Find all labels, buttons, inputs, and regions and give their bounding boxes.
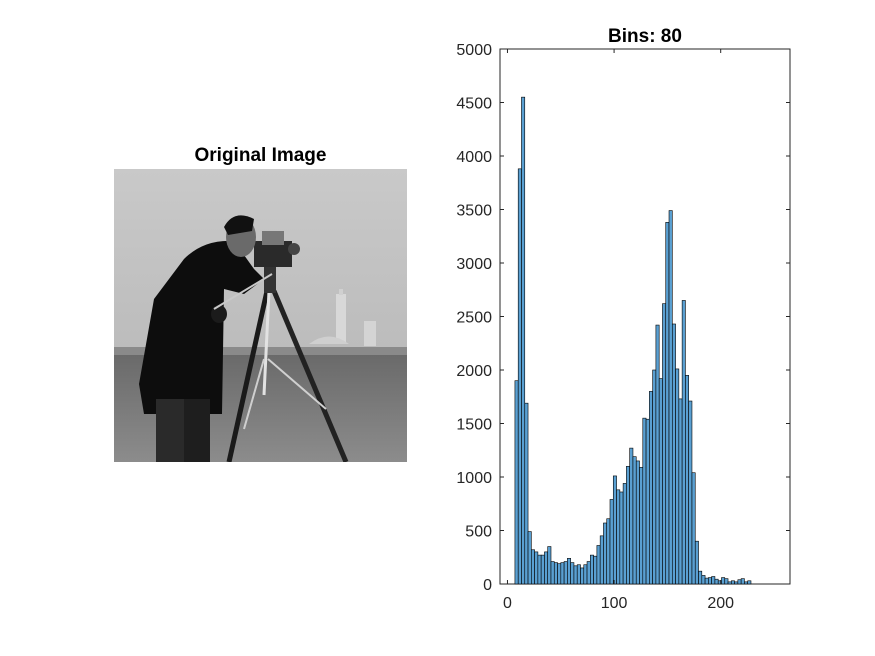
histogram-bar bbox=[658, 378, 663, 585]
histogram-bar bbox=[567, 558, 571, 585]
histogram-bar bbox=[649, 391, 653, 585]
histogram-bar bbox=[606, 518, 611, 585]
histogram-bar bbox=[593, 555, 598, 585]
histogram-bar bbox=[557, 563, 562, 585]
histogram-bar bbox=[580, 567, 585, 585]
histogram-bar bbox=[619, 491, 624, 585]
histogram-bar bbox=[747, 580, 752, 585]
histogram-bar bbox=[691, 472, 696, 585]
histogram-bar bbox=[626, 465, 630, 585]
y-tick-label: 3000 bbox=[456, 256, 492, 273]
cameraman-photo bbox=[114, 169, 407, 462]
histogram-bar bbox=[662, 303, 667, 585]
histogram-bar bbox=[517, 168, 522, 585]
histogram-bar bbox=[616, 489, 621, 585]
y-tick-label: 3500 bbox=[456, 203, 492, 220]
histogram-bar bbox=[642, 417, 647, 585]
histogram-bar bbox=[727, 581, 732, 585]
histogram-bar bbox=[724, 578, 729, 585]
histogram-bar bbox=[622, 483, 627, 585]
histogram-bar bbox=[635, 460, 640, 585]
y-tick-label: 4000 bbox=[456, 149, 492, 166]
histogram-bar bbox=[550, 561, 555, 585]
histogram-bar bbox=[704, 577, 709, 585]
histogram-bar bbox=[570, 562, 575, 585]
histogram-bar bbox=[563, 561, 568, 585]
histogram-bar bbox=[583, 564, 588, 585]
histogram-bar bbox=[576, 564, 581, 585]
histogram-bar bbox=[734, 581, 739, 585]
histogram-bar bbox=[629, 447, 634, 585]
image-title: Original Image bbox=[194, 145, 327, 166]
histogram-bar bbox=[544, 551, 549, 585]
histogram-bar bbox=[740, 578, 745, 585]
y-tick-label: 0 bbox=[483, 577, 492, 594]
y-tick-label: 500 bbox=[465, 524, 492, 541]
histogram-bar bbox=[671, 323, 676, 585]
y-tick-label: 1000 bbox=[456, 470, 492, 487]
histogram-bar bbox=[514, 380, 519, 585]
x-tick-label: 200 bbox=[707, 595, 734, 612]
histogram-bar bbox=[524, 402, 529, 585]
x-tick-label: 0 bbox=[503, 595, 512, 612]
histogram-bar bbox=[652, 369, 657, 585]
histogram-bar bbox=[721, 577, 726, 585]
x-tick-label: 100 bbox=[601, 595, 628, 612]
histogram-bar bbox=[711, 576, 716, 585]
y-tick-label: 2000 bbox=[456, 363, 492, 380]
histogram-bar bbox=[681, 300, 686, 585]
histogram-bar bbox=[609, 499, 614, 585]
histogram-bar bbox=[599, 535, 604, 585]
chart-title: Bins: 80 bbox=[608, 26, 682, 47]
histogram-bar bbox=[573, 565, 578, 585]
histogram-bar bbox=[675, 368, 680, 585]
histogram-bar bbox=[586, 561, 591, 585]
histogram-bar bbox=[537, 554, 542, 585]
histogram-bar bbox=[698, 570, 703, 585]
histogram-bar bbox=[655, 324, 660, 585]
y-tick-label: 1500 bbox=[456, 417, 492, 434]
histogram-bar bbox=[553, 562, 558, 585]
histogram-bar bbox=[708, 577, 712, 585]
histogram-bar bbox=[521, 96, 526, 585]
y-tick-label: 2500 bbox=[456, 310, 492, 327]
histogram-bar bbox=[547, 546, 552, 585]
histogram-bar bbox=[603, 522, 608, 585]
y-tick-label: 4500 bbox=[456, 96, 492, 113]
histogram-bar bbox=[612, 475, 617, 585]
histogram-bar bbox=[639, 467, 644, 585]
histogram-bar bbox=[701, 575, 706, 585]
histogram-bar bbox=[737, 579, 742, 585]
histogram-bar bbox=[685, 375, 689, 585]
histogram-bar bbox=[694, 540, 699, 585]
histogram-bar bbox=[731, 580, 735, 585]
histogram-bar bbox=[668, 210, 673, 585]
histogram-bar bbox=[678, 398, 683, 585]
histogram-bar bbox=[540, 554, 545, 585]
histogram-bar bbox=[665, 222, 670, 585]
histogram-bar bbox=[744, 581, 748, 585]
histogram-bar bbox=[645, 418, 650, 585]
histogram-bar bbox=[714, 578, 719, 585]
histogram-bar bbox=[531, 549, 535, 585]
histogram-bar bbox=[534, 551, 539, 585]
histogram-bar bbox=[590, 554, 594, 585]
histogram-bar bbox=[632, 456, 637, 585]
histogram-bar bbox=[688, 400, 693, 585]
histogram-bar bbox=[527, 531, 532, 585]
histogram-bar bbox=[560, 562, 565, 585]
histogram-bar bbox=[596, 545, 601, 585]
y-tick-label: 5000 bbox=[456, 42, 492, 59]
